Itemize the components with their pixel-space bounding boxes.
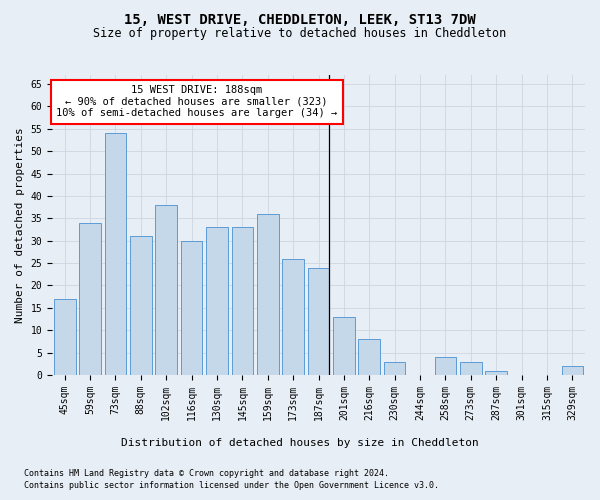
Bar bbox=[130, 236, 152, 375]
Bar bbox=[434, 357, 456, 375]
Bar bbox=[54, 299, 76, 375]
Bar bbox=[562, 366, 583, 375]
Text: Size of property relative to detached houses in Cheddleton: Size of property relative to detached ho… bbox=[94, 28, 506, 40]
Bar bbox=[181, 240, 202, 375]
Bar bbox=[283, 258, 304, 375]
Text: 15, WEST DRIVE, CHEDDLETON, LEEK, ST13 7DW: 15, WEST DRIVE, CHEDDLETON, LEEK, ST13 7… bbox=[124, 12, 476, 26]
Bar bbox=[333, 317, 355, 375]
Bar bbox=[232, 228, 253, 375]
Y-axis label: Number of detached properties: Number of detached properties bbox=[15, 127, 25, 323]
Text: Contains HM Land Registry data © Crown copyright and database right 2024.: Contains HM Land Registry data © Crown c… bbox=[24, 468, 389, 477]
Bar bbox=[155, 205, 177, 375]
Bar bbox=[257, 214, 278, 375]
Bar bbox=[485, 370, 507, 375]
Text: Distribution of detached houses by size in Cheddleton: Distribution of detached houses by size … bbox=[121, 438, 479, 448]
Bar bbox=[460, 362, 482, 375]
Bar bbox=[358, 339, 380, 375]
Text: Contains public sector information licensed under the Open Government Licence v3: Contains public sector information licen… bbox=[24, 481, 439, 490]
Bar bbox=[104, 133, 126, 375]
Text: 15 WEST DRIVE: 188sqm
← 90% of detached houses are smaller (323)
10% of semi-det: 15 WEST DRIVE: 188sqm ← 90% of detached … bbox=[56, 86, 337, 118]
Bar bbox=[384, 362, 406, 375]
Bar bbox=[308, 268, 329, 375]
Bar bbox=[79, 223, 101, 375]
Bar bbox=[206, 228, 228, 375]
